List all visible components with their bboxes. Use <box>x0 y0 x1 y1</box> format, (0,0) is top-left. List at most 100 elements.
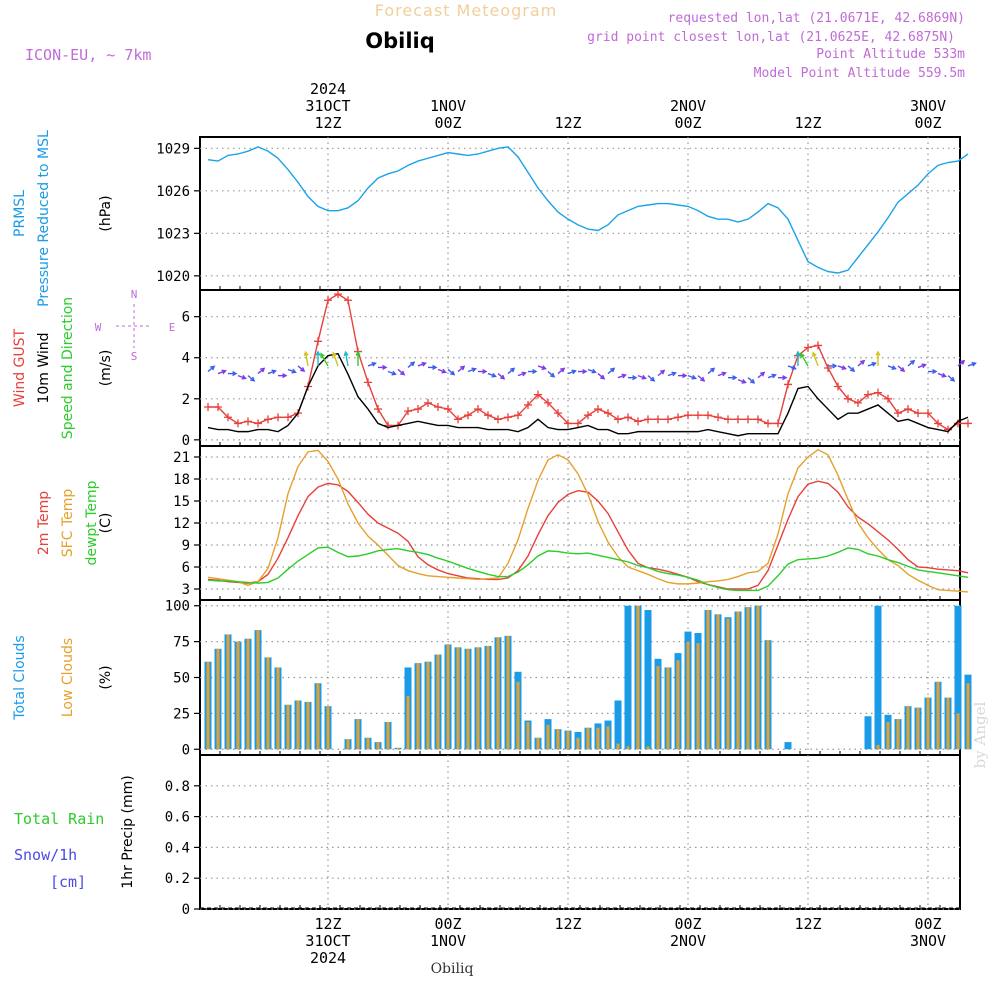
model-altitude: Model Point Altitude 559.5m <box>754 66 965 81</box>
low-cloud-bar <box>276 667 280 750</box>
wind-arrow-head <box>400 370 406 376</box>
total-cloud-bar <box>614 700 622 750</box>
wind-arrow-head <box>391 370 397 376</box>
low-cloud-bar <box>656 666 660 750</box>
y-tick-label: 6 <box>182 310 190 326</box>
gust-marker <box>784 380 792 389</box>
gust-marker <box>754 415 762 424</box>
wind-arrow-head <box>641 374 647 380</box>
low-cloud-bar <box>766 640 770 750</box>
low-cloud-bar <box>706 610 710 750</box>
gust-marker <box>584 411 592 420</box>
wind-arrow-head <box>303 350 309 357</box>
low-cloud-bar <box>546 724 550 750</box>
low-cloud-bar <box>296 700 300 750</box>
wind-direction-arrow <box>800 353 809 367</box>
gust-marker <box>834 382 842 391</box>
time-axis-label: 00Z <box>914 114 941 132</box>
time-axis-label: 00Z <box>914 915 941 933</box>
wind-arrow-head <box>260 367 266 373</box>
wind-arrow-head <box>950 376 956 382</box>
y-tick-label: 1020 <box>156 269 190 285</box>
low-cloud-bar <box>536 737 540 750</box>
wind-arrow-head <box>800 352 805 358</box>
total-cloud-bar <box>784 742 792 750</box>
gust-marker <box>474 405 482 414</box>
wind-arrow-head <box>331 351 337 357</box>
low-cloud-bar <box>516 681 520 750</box>
model-label: ICON-EU, ~ 7km <box>25 46 151 64</box>
time-axis-label: 2024 <box>310 80 346 98</box>
y-tick-label: 75 <box>173 635 190 651</box>
wind-arrow-head <box>732 375 738 381</box>
footer-location: Obiliq <box>431 961 474 977</box>
low-cloud-bar <box>556 729 560 750</box>
gust-marker <box>514 411 522 420</box>
wind-arrow-head <box>941 372 947 378</box>
gust-marker <box>964 419 972 428</box>
gust-marker <box>924 409 932 418</box>
low-cloud-bar <box>266 657 270 750</box>
gust-marker <box>774 419 782 428</box>
wind-direction-arrow <box>332 352 339 367</box>
wind-arrow-head <box>850 367 856 373</box>
grid-point: grid point closest lon,lat (21.0625E, 42… <box>587 30 955 45</box>
wind-arrow-head <box>600 374 606 380</box>
gust-marker <box>624 413 632 422</box>
low-cloud-bar <box>346 739 350 750</box>
gust-marker <box>334 290 342 299</box>
time-axis-label: 12Z <box>554 915 581 933</box>
panel-title-line: SFC Temp <box>60 489 76 558</box>
wind-arrow-head <box>320 352 325 358</box>
wind-arrow-head <box>300 367 306 373</box>
gust-marker <box>844 394 852 403</box>
gust-marker <box>274 413 282 422</box>
panel-pressure: 1020 1023 1026 1029 (hPa) PRMSL Pressure Reduc… <box>12 130 969 307</box>
y-axis-label: (C) <box>98 513 114 534</box>
low-cloud-bar <box>896 719 900 750</box>
wind-arrow-head <box>832 363 838 369</box>
wind-arrow-head <box>355 350 361 356</box>
y-tick-label: 15 <box>173 494 190 510</box>
low-cloud-bar <box>326 706 330 750</box>
low-cloud-bar <box>666 667 670 750</box>
gust-marker <box>384 421 392 430</box>
low-cloud-bar <box>506 635 510 750</box>
gust-marker <box>634 417 642 426</box>
low-cloud-bar <box>746 607 750 750</box>
wind-arrow-head <box>860 359 866 365</box>
wind-arrow-head <box>250 376 256 382</box>
panel-clouds: 0 25 50 75 100 (%) Total Clouds Low Clouds <box>12 599 972 758</box>
wind-arrow-head <box>410 361 416 367</box>
low-cloud-bar <box>436 654 440 750</box>
low-cloud-bar <box>676 660 680 750</box>
wind-arrow-head <box>650 376 656 382</box>
wind-arrow-head <box>660 369 666 375</box>
gust-marker <box>434 403 442 411</box>
low-cloud-bar <box>626 746 630 750</box>
y-tick-label: 2 <box>182 392 190 408</box>
wind-direction-arrow <box>344 352 349 367</box>
wind-arrow-head <box>571 369 577 375</box>
gust-marker <box>664 415 672 424</box>
time-axis-label: 12Z <box>554 114 581 132</box>
low-cloud-bar <box>456 647 460 750</box>
series-line <box>207 352 969 437</box>
y-axis-label: (%) <box>98 665 114 689</box>
wind-arrow-head <box>632 375 638 381</box>
time-axis-label: 31OCT <box>305 97 350 115</box>
gust-marker <box>234 419 242 428</box>
wind-arrow-head <box>210 365 216 371</box>
y-tick-label: 100 <box>165 599 190 615</box>
low-cloud-bar <box>476 647 480 750</box>
low-cloud-bar <box>416 663 420 750</box>
low-cloud-bar <box>406 696 410 750</box>
low-cloud-bar <box>756 605 760 750</box>
low-cloud-bar <box>286 704 290 750</box>
gust-marker <box>854 398 862 407</box>
wind-arrow-head <box>795 350 801 356</box>
y-tick-label: 50 <box>173 671 190 687</box>
low-cloud-bar <box>566 730 570 750</box>
